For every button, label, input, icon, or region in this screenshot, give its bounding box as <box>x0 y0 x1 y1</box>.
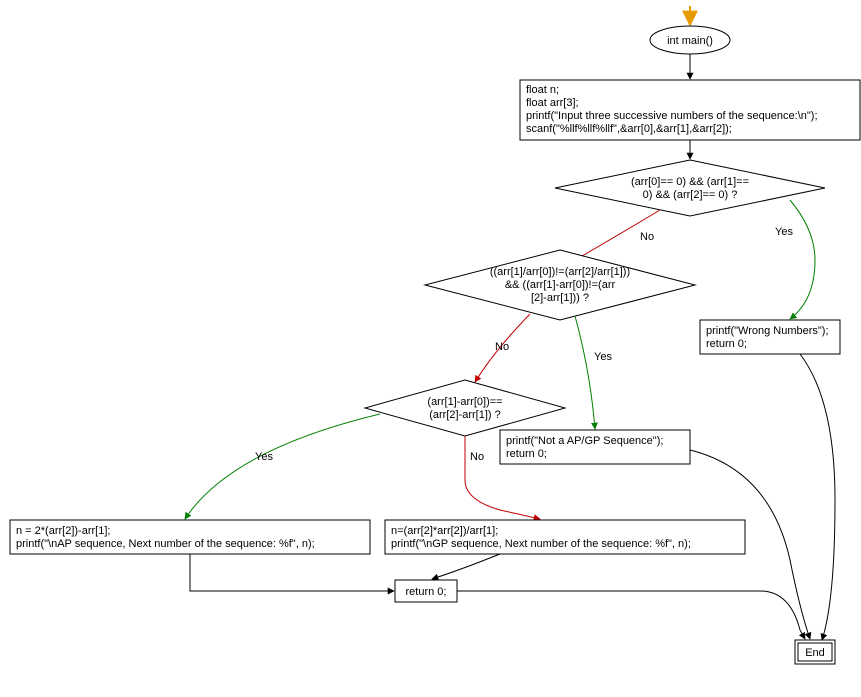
d2-yes-label: Yes <box>594 351 612 363</box>
init-line-0: float n; <box>526 84 559 96</box>
gp-node: n=(arr[2]*arr[2])/arr[1]; printf("\nGP s… <box>385 520 745 554</box>
d1-yes-label: Yes <box>775 226 793 238</box>
ret0-node: return 0; <box>395 580 457 602</box>
d3-no-label: No <box>470 451 484 463</box>
edge-d1-wrong <box>790 200 815 319</box>
start-node: int main() <box>650 26 730 54</box>
edge-d3-ap <box>185 414 380 519</box>
gp-line-1: printf("\nGP sequence, Next number of th… <box>391 538 691 550</box>
ap-line-0: n = 2*(arr[2])-arr[1]; <box>16 525 110 537</box>
edge-gp-ret0 <box>432 554 500 579</box>
d2-node: ((arr[1]/arr[0])!=(arr[2]/arr[1])) && ((… <box>425 250 695 320</box>
notap-line-1: return 0; <box>506 448 547 460</box>
d2-line-1: && ((arr[1]-arr[0])!=(arr <box>505 279 616 291</box>
gp-line-0: n=(arr[2]*arr[2])/arr[1]; <box>391 525 498 537</box>
d3-yes-label: Yes <box>255 451 273 463</box>
start-label: int main() <box>667 35 713 47</box>
d1-no-label: No <box>640 231 654 243</box>
ret0-line-0: return 0; <box>406 586 447 598</box>
ap-node: n = 2*(arr[2])-arr[1]; printf("\nAP sequ… <box>10 520 370 554</box>
init-line-1: float arr[3]; <box>526 97 579 109</box>
d2-line-0: ((arr[1]/arr[0])!=(arr[2]/arr[1])) <box>490 266 630 278</box>
d3-line-0: (arr[1]-arr[0])== <box>427 396 502 408</box>
ap-line-1: printf("\nAP sequence, Next number of th… <box>16 538 315 550</box>
d1-line-1: 0) && (arr[2]== 0) ? <box>643 189 738 201</box>
edge-d2-notap <box>575 316 595 429</box>
notap-line-0: printf("Not a AP/GP Sequence"); <box>506 435 663 447</box>
wrong-line-1: return 0; <box>706 338 747 350</box>
d1-node: (arr[0]== 0) && (arr[1]== 0) && (arr[2]=… <box>555 160 825 216</box>
init-line-2: printf("Input three successive numbers o… <box>526 110 818 122</box>
init-line-3: scanf("%llf%llf%llf",&arr[0],&arr[1],&ar… <box>526 123 732 135</box>
init-node: float n; float arr[3]; printf("Input thr… <box>520 80 860 140</box>
wrong-line-0: printf("Wrong Numbers"); <box>706 325 829 337</box>
notap-node: printf("Not a AP/GP Sequence"); return 0… <box>500 430 690 464</box>
edge-ap-ret0 <box>190 554 394 591</box>
end-node: End <box>795 640 835 664</box>
d3-node: (arr[1]-arr[0])== (arr[2]-arr[1]) ? <box>365 380 565 436</box>
d2-no-label: No <box>495 341 509 353</box>
wrong-node: printf("Wrong Numbers"); return 0; <box>700 320 840 354</box>
d1-line-0: (arr[0]== 0) && (arr[1]== <box>631 176 749 188</box>
edge-wrong-end <box>800 354 835 640</box>
d3-line-1: (arr[2]-arr[1]) ? <box>429 409 501 421</box>
d2-line-2: [2]-arr[1])) ? <box>531 292 589 304</box>
edge-ret0-end <box>457 591 805 639</box>
end-label: End <box>805 647 825 659</box>
